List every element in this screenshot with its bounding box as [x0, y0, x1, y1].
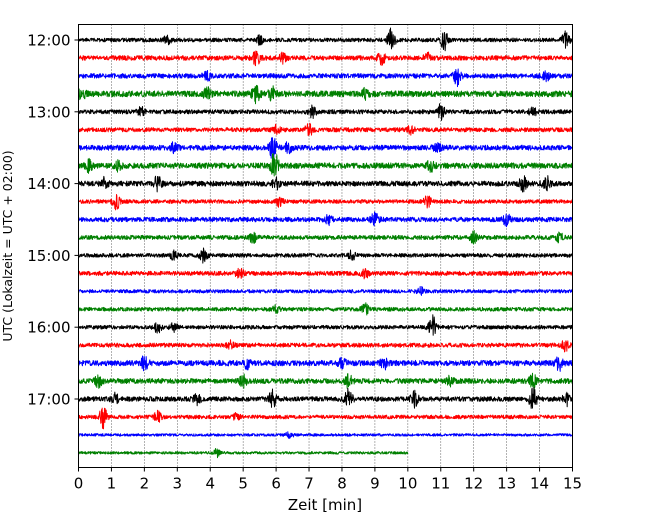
y-axis: 12:00 13:00 14:00 15:00 16:00 17:00: [27, 32, 79, 409]
trace-1445: [78, 230, 573, 245]
trace-1530: [78, 286, 573, 296]
x-tick-label: 13: [497, 475, 516, 493]
x-tick-label: 8: [337, 475, 347, 493]
trace-1515: [78, 267, 573, 280]
trace-1645: [78, 372, 573, 389]
trace-1545: [78, 302, 573, 316]
x-tick-label: 15: [563, 475, 582, 493]
y-tick-label: 16:00: [27, 319, 70, 337]
trace-1200: [78, 27, 573, 52]
trace-1315: [78, 122, 573, 137]
trace-1715: [78, 407, 573, 430]
y-tick-label: 15:00: [27, 247, 70, 265]
trace-1300: [78, 103, 573, 121]
y-tick-label: 13:00: [27, 103, 70, 121]
trace-1345: [78, 153, 573, 177]
trace-1745: [78, 448, 409, 459]
trace-1430: [78, 211, 573, 228]
x-tick-label: 7: [304, 475, 314, 493]
trace-1600: [78, 314, 573, 336]
x-tick-label: 3: [173, 475, 183, 493]
trace-1415: [78, 194, 573, 211]
y-tick-label: 17:00: [27, 391, 70, 409]
x-axis-title: Zeit [min]: [288, 496, 362, 514]
x-tick-label: 11: [431, 475, 450, 493]
x-tick-label: 4: [205, 475, 215, 493]
trace-1730: [78, 431, 573, 439]
trace-1215: [78, 50, 573, 67]
y-tick-label: 14:00: [27, 175, 70, 193]
trace-1630: [78, 355, 573, 372]
trace-1400: [78, 175, 573, 193]
trace-1330: [78, 137, 573, 161]
x-tick-label: 6: [271, 475, 281, 493]
y-axis-title: UTC (Lokalzeit = UTC + 02:00): [0, 150, 15, 341]
seismogram-traces: [78, 27, 573, 459]
x-tick-label: 1: [107, 475, 117, 493]
trace-1500: [78, 247, 573, 264]
grid-lines: [111, 24, 540, 468]
x-tick-label: 10: [398, 475, 417, 493]
plot-frame: [78, 24, 573, 468]
x-tick-label: 12: [464, 475, 483, 493]
x-axis: 0 1 2 3 4 5 6 7 8 9 10 11 12 13 14 15: [74, 467, 582, 493]
trace-1615: [78, 339, 573, 353]
x-tick-label: 9: [370, 475, 380, 493]
x-tick-label: 0: [74, 475, 84, 493]
trace-1700: [78, 386, 573, 409]
x-tick-label: 5: [238, 475, 248, 493]
x-tick-label: 2: [140, 475, 150, 493]
trace-1230: [78, 68, 573, 88]
trace-1245: [78, 84, 573, 105]
y-tick-label: 12:00: [27, 32, 70, 50]
x-tick-label: 14: [530, 475, 549, 493]
